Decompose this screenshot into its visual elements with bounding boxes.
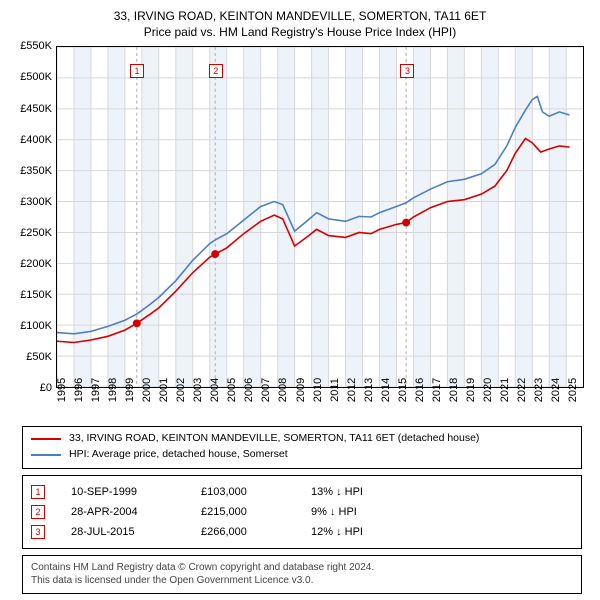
sale-event-price: £103,000 bbox=[201, 486, 311, 498]
x-axis-labels: 1995199619971998199920002001200220032004… bbox=[56, 388, 584, 416]
legend-label: 33, IRVING ROAD, KEINTON MANDEVILLE, SOM… bbox=[69, 431, 479, 447]
sale-event-marker: 1 bbox=[31, 485, 45, 499]
legend-item: HPI: Average price, detached house, Some… bbox=[31, 447, 573, 463]
title-address: 33, IRVING ROAD, KEINTON MANDEVILLE, SOM… bbox=[10, 8, 590, 24]
plot-area: 1 2 3 bbox=[56, 46, 584, 388]
legend: 33, IRVING ROAD, KEINTON MANDEVILLE, SOM… bbox=[22, 426, 582, 469]
sale-event-price: £215,000 bbox=[201, 506, 311, 518]
sale-marker-flag: 1 bbox=[130, 64, 144, 78]
chart-container: 33, IRVING ROAD, KEINTON MANDEVILLE, SOM… bbox=[0, 0, 600, 600]
sale-events: 1 10-SEP-1999£103,00013% ↓ HPI 2 28-APR-200… bbox=[22, 475, 582, 549]
y-tick-label: £250K bbox=[20, 227, 52, 239]
sale-event-price: £266,000 bbox=[201, 526, 311, 538]
y-tick-label: £50K bbox=[26, 351, 52, 363]
x-tick-label: 2025 bbox=[567, 378, 593, 402]
y-tick-label: £350K bbox=[20, 165, 52, 177]
sale-event-row: 2 28-APR-2004£215,0009% ↓ HPI bbox=[31, 502, 573, 522]
sale-event-date: 28-APR-2004 bbox=[71, 506, 201, 518]
legend-swatch bbox=[31, 454, 61, 456]
chart-area: £0£50K£100K£150K£200K£250K£300K£350K£400… bbox=[56, 46, 584, 416]
sale-marker-flag: 2 bbox=[209, 64, 223, 78]
sale-event-row: 3 28-JUL-2015£266,00012% ↓ HPI bbox=[31, 522, 573, 542]
y-tick-label: £450K bbox=[20, 103, 52, 115]
sale-event-marker: 2 bbox=[31, 505, 45, 519]
footer-line-1: Contains HM Land Registry data © Crown c… bbox=[31, 561, 573, 575]
y-axis-labels: £0£50K£100K£150K£200K£250K£300K£350K£400… bbox=[10, 46, 56, 388]
sale-marker-flag: 3 bbox=[400, 64, 414, 78]
y-tick-label: £150K bbox=[20, 289, 52, 301]
y-tick-label: £400K bbox=[20, 134, 52, 146]
sale-event-date: 10-SEP-1999 bbox=[71, 486, 201, 498]
sale-event-row: 1 10-SEP-1999£103,00013% ↓ HPI bbox=[31, 482, 573, 502]
legend-swatch bbox=[31, 438, 61, 440]
legend-label: HPI: Average price, detached house, Some… bbox=[69, 447, 288, 463]
sale-event-marker: 3 bbox=[31, 525, 45, 539]
sale-event-delta: 13% ↓ HPI bbox=[311, 486, 363, 498]
y-tick-label: £550K bbox=[20, 40, 52, 52]
sale-event-delta: 9% ↓ HPI bbox=[311, 506, 357, 518]
attribution-footer: Contains HM Land Registry data © Crown c… bbox=[22, 555, 582, 594]
plot-svg bbox=[57, 47, 583, 387]
y-tick-label: £500K bbox=[20, 71, 52, 83]
sale-event-date: 28-JUL-2015 bbox=[71, 526, 201, 538]
title-subtitle: Price paid vs. HM Land Registry's House … bbox=[10, 24, 590, 40]
y-tick-label: £300K bbox=[20, 196, 52, 208]
y-tick-label: £200K bbox=[20, 258, 52, 270]
chart-title: 33, IRVING ROAD, KEINTON MANDEVILLE, SOM… bbox=[10, 8, 590, 40]
y-tick-label: £0 bbox=[40, 382, 52, 394]
legend-item: 33, IRVING ROAD, KEINTON MANDEVILLE, SOM… bbox=[31, 431, 573, 447]
footer-line-2: This data is licensed under the Open Gov… bbox=[31, 574, 573, 588]
y-tick-label: £100K bbox=[20, 320, 52, 332]
sale-event-delta: 12% ↓ HPI bbox=[311, 526, 363, 538]
